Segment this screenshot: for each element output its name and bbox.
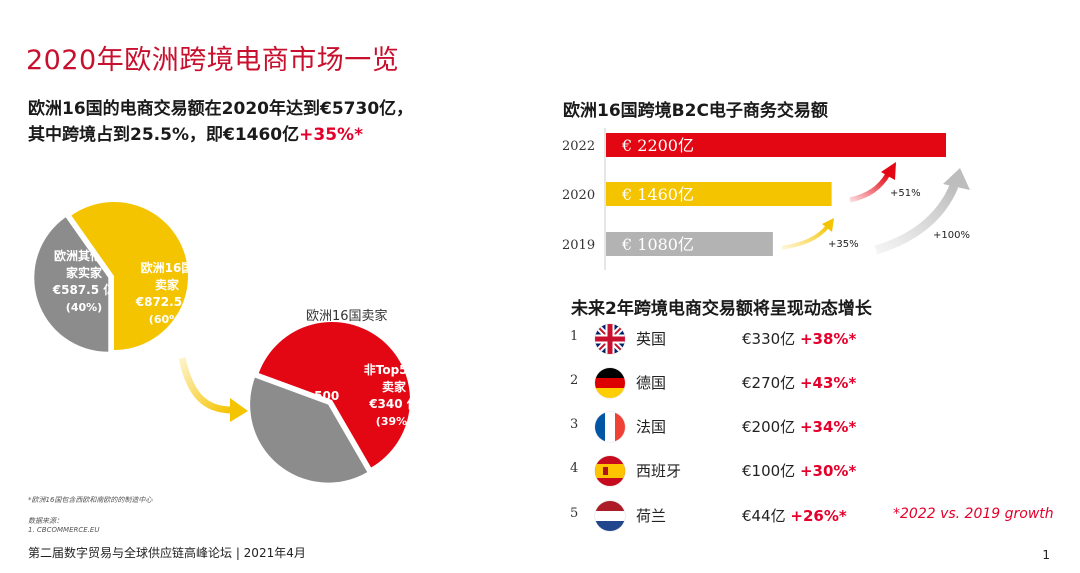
table-row: 5 荷兰 €44亿 +26%* xyxy=(566,500,1066,532)
table-row: 1 英国 €330亿 +38%* xyxy=(566,323,1066,355)
headline-line-1: 欧洲16国的电商交易额在2020年达到€5730亿， xyxy=(28,99,414,119)
annotation-100: +100% xyxy=(933,230,970,241)
table-row: 2 德国 €270亿 +43%* xyxy=(566,367,1066,399)
footer: 第二届数字贸易与全球供应链高峰论坛 | 2021年4月 xyxy=(28,546,306,560)
arrow-shaft xyxy=(178,357,233,414)
arrow-head-red-icon xyxy=(881,162,896,180)
rank: 5 xyxy=(570,506,579,521)
netherlands-flag-icon xyxy=(595,501,625,531)
arrow-2019-2020 xyxy=(781,224,830,250)
spain-flag-icon xyxy=(595,456,625,486)
country-name: 德国 xyxy=(636,374,667,392)
pie-slice xyxy=(34,217,109,352)
france-flag-icon xyxy=(595,412,625,442)
arrow-head-icon xyxy=(230,398,248,422)
bar-chart: 2022 € 2200亿 2020 € 1460亿 2019 € 1080亿 +51% +… xyxy=(562,128,970,270)
bar-2022 xyxy=(606,133,946,157)
data-source: 数据来源： 1. CBCOMMERCE.EU xyxy=(28,517,100,534)
bars: 2022 € 2200亿 2020 € 1460亿 2019 € 1080亿 xyxy=(562,133,946,256)
pie-slice xyxy=(250,377,368,483)
page-title: 2020年欧洲跨境电商市场一览 xyxy=(26,45,400,76)
slice-label: 欧洲16国 xyxy=(141,260,194,275)
country-value: €270亿 +43%* xyxy=(742,374,857,392)
country-value: €200亿 +34%* xyxy=(742,418,857,436)
footnote: *欧洲16国包含西欧和南欧的的制造中心 xyxy=(28,496,153,504)
bar-value-label: € 1080亿 xyxy=(621,235,694,254)
arrow-2020-2022 xyxy=(849,172,891,203)
annotation-51: +51% xyxy=(890,188,921,199)
bar-value-label: € 1460亿 xyxy=(621,185,694,204)
country-value: €330亿 +38%* xyxy=(742,330,857,348)
rank: 4 xyxy=(570,461,579,476)
rank: 2 xyxy=(570,373,579,388)
rank: 3 xyxy=(570,417,579,432)
arrow-head-gray-icon xyxy=(943,168,970,190)
arrow-2019-2022 xyxy=(874,184,959,255)
growth-note: *2022 vs. 2019 growth xyxy=(893,506,1054,522)
sub-chart-title: 欧洲16国卖家 xyxy=(306,309,388,324)
arrow-head-yellow-icon xyxy=(822,218,834,232)
bar-chart-title: 欧洲16国跨境B2C电子商务交易额 xyxy=(563,101,828,121)
bar-category-label: 2020 xyxy=(562,188,595,203)
pie-slice xyxy=(258,322,410,468)
germany-flag-icon xyxy=(595,368,625,398)
headline-line-2: 其中跨境占到25.5%，即€1460亿+35%* xyxy=(28,125,363,145)
table-row: 3 法国 €200亿 +34%* xyxy=(566,411,1066,443)
slice-label: 卖家 xyxy=(155,277,180,292)
slice-percent: (39%) xyxy=(376,415,412,428)
bar-category-label: 2019 xyxy=(562,238,595,253)
slice-value: €587.5 亿 xyxy=(52,282,116,297)
bar-category-label: 2022 xyxy=(562,139,595,154)
slice-percent: (40%) xyxy=(66,301,102,314)
growth-title: 未来2年跨境电商交易额将呈现动态增长 xyxy=(571,299,872,319)
annotation-35: +35% xyxy=(828,239,859,250)
left-headline: 欧洲16国的电商交易额在2020年达到€5730亿， 其中跨境占到25.5%，即… xyxy=(28,96,413,148)
country-name: 荷兰 xyxy=(636,507,667,525)
slice-value: €340 亿 xyxy=(368,396,419,411)
headline-growth: +35%* xyxy=(299,125,363,145)
rank: 1 xyxy=(570,329,579,344)
country-value: €100亿 +30%* xyxy=(742,462,857,480)
slice-percent: (60%) xyxy=(149,313,185,326)
bar-2019 xyxy=(606,232,773,256)
pie-slice xyxy=(71,202,188,350)
country-name: 法国 xyxy=(636,418,667,436)
country-name: 西班牙 xyxy=(636,462,682,480)
slice-value: €872.5 亿 xyxy=(135,294,199,309)
slice-label: 非Top500 xyxy=(364,362,424,377)
bar-2020 xyxy=(606,182,832,206)
page-number: 1 xyxy=(1042,548,1050,562)
bar-value-label: € 2200亿 xyxy=(621,136,694,155)
slice-label: 家实家 xyxy=(66,265,103,280)
uk-flag-icon xyxy=(595,324,625,354)
country-name: 英国 xyxy=(636,330,667,348)
table-row: 4 西班牙 €100亿 +30%* xyxy=(566,455,1066,487)
slice-label: 卖家 xyxy=(382,379,407,394)
country-value: €44亿 +26%* xyxy=(742,507,847,525)
